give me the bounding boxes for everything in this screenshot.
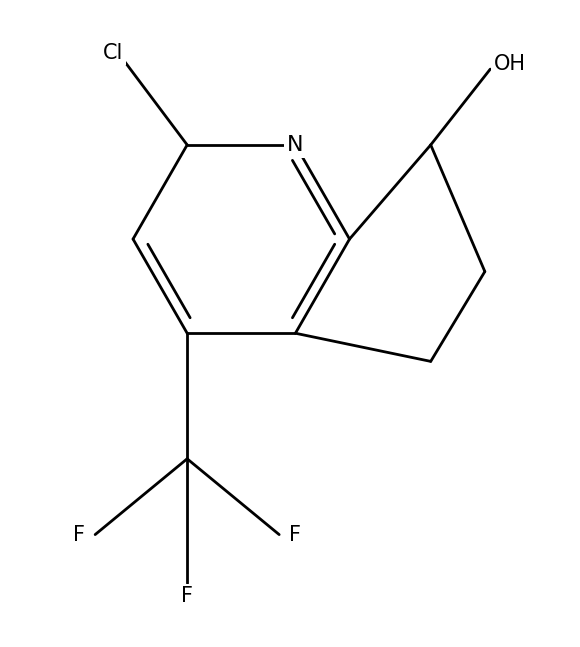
Text: Cl: Cl	[103, 43, 124, 63]
Text: F: F	[289, 525, 302, 545]
Text: F: F	[181, 586, 193, 606]
Text: N: N	[287, 135, 304, 155]
Text: OH: OH	[494, 54, 525, 74]
Text: F: F	[73, 525, 85, 545]
